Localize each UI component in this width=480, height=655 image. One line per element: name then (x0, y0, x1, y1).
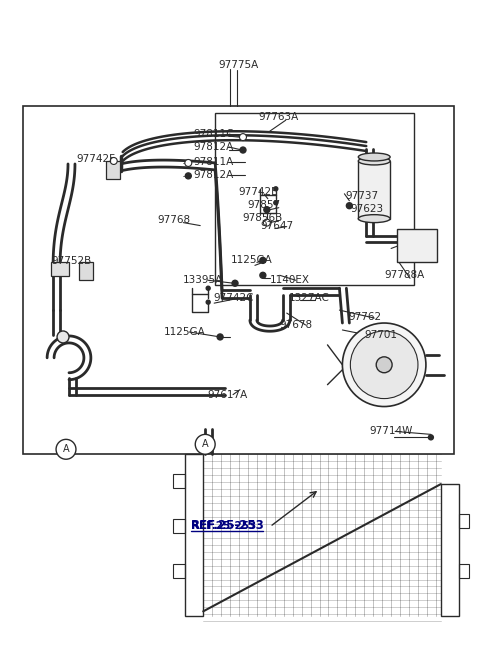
Bar (358, 161, 390, 219)
Text: 97742F: 97742F (76, 154, 115, 164)
Text: 13395A: 13395A (182, 275, 223, 286)
Circle shape (217, 334, 223, 340)
Circle shape (274, 200, 278, 205)
Bar (459, 514, 468, 528)
Circle shape (274, 187, 278, 191)
Bar (51, 263, 69, 276)
Bar (173, 474, 185, 488)
Text: 97647: 97647 (260, 221, 293, 231)
Ellipse shape (358, 153, 390, 161)
Text: 97775A: 97775A (218, 60, 258, 69)
Bar (173, 519, 185, 533)
Text: A: A (63, 444, 69, 455)
Circle shape (342, 323, 426, 407)
Circle shape (206, 300, 210, 304)
Ellipse shape (358, 157, 390, 165)
Text: 97742E: 97742E (238, 187, 277, 196)
Bar (441, 484, 459, 616)
Text: 1140EX: 1140EX (270, 275, 310, 286)
Circle shape (240, 147, 246, 153)
Text: REF.25-253: REF.25-253 (192, 521, 256, 531)
Text: 1327AC: 1327AC (288, 293, 330, 303)
Bar (215, 113, 414, 285)
Text: 97678: 97678 (280, 320, 313, 330)
Text: 97623: 97623 (350, 204, 384, 214)
Text: 1125GA: 1125GA (231, 255, 273, 265)
Circle shape (206, 286, 210, 290)
Bar (173, 563, 185, 578)
Text: 97811C: 97811C (193, 129, 234, 139)
Circle shape (56, 440, 76, 459)
Circle shape (260, 257, 266, 263)
Text: 97714W: 97714W (369, 426, 413, 436)
Ellipse shape (358, 215, 390, 223)
Text: 97812A: 97812A (193, 142, 234, 152)
Circle shape (195, 434, 215, 455)
Circle shape (347, 203, 352, 209)
Text: 1125GA: 1125GA (164, 327, 205, 337)
Circle shape (232, 280, 238, 286)
Bar (79, 263, 93, 280)
Circle shape (57, 331, 69, 343)
Text: 97737: 97737 (346, 191, 379, 201)
Bar (459, 563, 468, 578)
Text: 97763A: 97763A (258, 112, 298, 122)
Text: 97811A: 97811A (193, 157, 234, 167)
Text: 97742C: 97742C (213, 293, 253, 303)
Circle shape (240, 134, 246, 141)
Text: 97856B: 97856B (242, 213, 282, 223)
Circle shape (350, 331, 418, 399)
Circle shape (110, 157, 117, 164)
Bar (106, 161, 120, 179)
Text: 97762: 97762 (348, 312, 382, 322)
Bar (23, 106, 454, 455)
Text: A: A (202, 440, 208, 449)
Text: 97701: 97701 (364, 330, 397, 340)
Text: 97812A: 97812A (193, 170, 234, 180)
Text: 97788A: 97788A (384, 271, 424, 280)
Text: 97752B: 97752B (51, 256, 91, 267)
Circle shape (260, 272, 266, 278)
Circle shape (185, 159, 192, 166)
Text: REF.25-253: REF.25-253 (192, 519, 265, 533)
Circle shape (264, 207, 270, 213)
Circle shape (185, 173, 192, 179)
Bar (185, 455, 203, 616)
Bar (397, 229, 437, 263)
Circle shape (429, 435, 433, 440)
Text: 97857: 97857 (247, 200, 280, 210)
Circle shape (264, 219, 270, 226)
Text: 97768: 97768 (157, 215, 191, 225)
Circle shape (376, 357, 392, 373)
Text: 97617A: 97617A (207, 390, 248, 400)
